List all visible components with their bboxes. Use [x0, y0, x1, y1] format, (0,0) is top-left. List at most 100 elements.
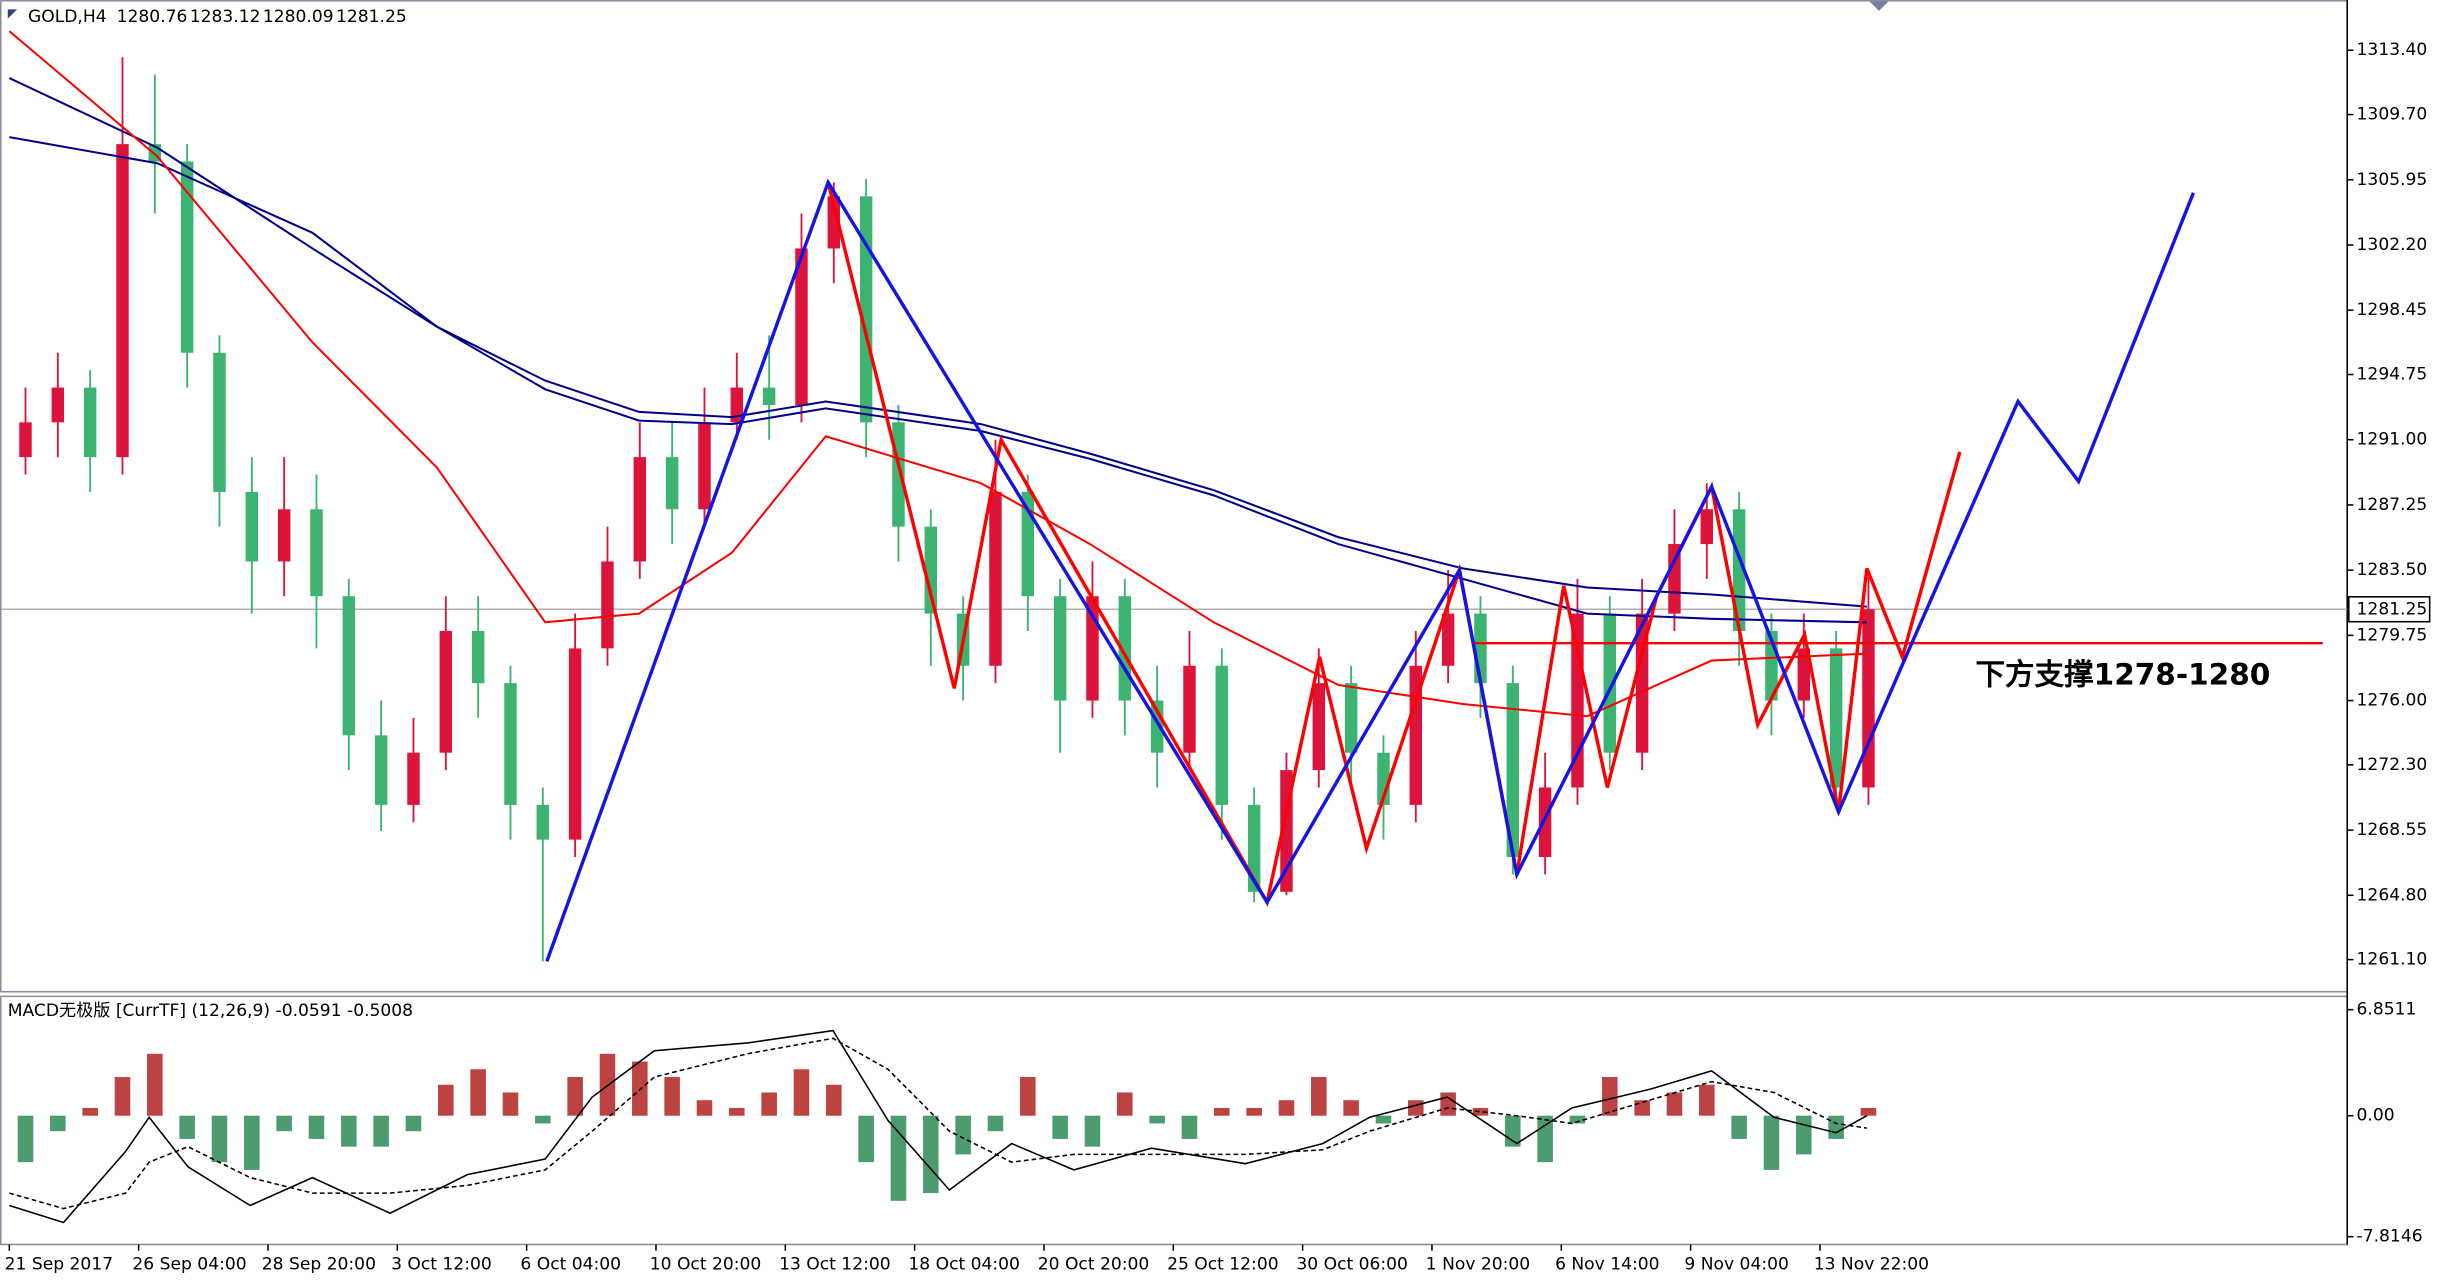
y-tick-label: 1283.50 [2357, 560, 2428, 580]
y-tick-label: 6.8511 [2357, 1000, 2417, 1020]
x-tick-label: 18 Oct 04:00 [908, 1255, 1020, 1275]
candle-body [1247, 804, 1261, 892]
macd-bar [17, 1115, 34, 1163]
macd-bar [858, 1115, 874, 1163]
candle-body [1603, 613, 1617, 753]
y-tick-label: 1279.75 [2357, 625, 2428, 645]
candle-body [504, 683, 517, 805]
macd-bar [373, 1115, 389, 1147]
candle-body [439, 630, 453, 753]
shift-marker [1869, 1, 1889, 11]
y-tick-label: 1268.55 [2357, 820, 2428, 840]
candle-body [827, 196, 841, 249]
x-tick-label: 13 Oct 12:00 [779, 1255, 891, 1275]
open-price: 1280.76 [117, 7, 188, 27]
y-tick-label: 1294.75 [2357, 365, 2428, 385]
x-tick-label: 3 Oct 12:00 [391, 1255, 492, 1275]
y-tick-label: 0.00 [2357, 1106, 2395, 1126]
current-price-box [2348, 596, 2431, 623]
macd-bar [276, 1115, 292, 1132]
macd-bar [1246, 1107, 1262, 1116]
x-tick-label: 9 Nov 04:00 [1684, 1255, 1788, 1275]
indicator-line [545, 178, 2195, 962]
indicator-line [9, 1037, 1867, 1210]
macd-bar [1828, 1115, 1844, 1139]
candle-body [180, 161, 194, 353]
macd-bar [179, 1115, 195, 1139]
macd-bar [1052, 1115, 1068, 1139]
candle-body [1732, 509, 1746, 631]
x-tick-label: 26 Sep 04:00 [132, 1255, 246, 1275]
macd-bar [50, 1115, 66, 1132]
candle-body [374, 735, 388, 805]
candle-body [1829, 648, 1843, 788]
indicator-line [8, 30, 1867, 718]
y-tick-label: 1302.20 [2357, 235, 2428, 255]
macd-bar [1472, 1107, 1489, 1116]
macd-bar [696, 1100, 713, 1116]
x-tick-label: 6 Nov 14:00 [1555, 1255, 1659, 1275]
candle-body [310, 509, 323, 597]
macd-bar [567, 1077, 583, 1116]
candle-body [1635, 613, 1649, 753]
candle-body [83, 387, 97, 458]
macd-bar [664, 1077, 680, 1116]
macd-bar [1537, 1115, 1553, 1163]
x-tick-label: 6 Oct 04:00 [520, 1255, 621, 1275]
candle-body [1441, 613, 1455, 666]
y-tick-label: 1276.00 [2357, 691, 2428, 711]
candle-body [633, 457, 647, 562]
macd-bar [923, 1115, 939, 1194]
candle-body [1506, 683, 1520, 858]
macd-bar [211, 1115, 228, 1163]
x-tick-label: 28 Sep 20:00 [262, 1255, 376, 1275]
macd-bar [890, 1115, 907, 1201]
candle-body [19, 422, 32, 458]
candle-body [1053, 596, 1067, 701]
y-tick-label: 1298.45 [2357, 300, 2428, 320]
candle-body [698, 422, 711, 510]
macd-bar [1278, 1100, 1295, 1116]
candle-body [1344, 683, 1358, 753]
macd-bar [82, 1107, 98, 1116]
candle-body [471, 630, 485, 684]
candle-body [859, 196, 873, 423]
macd-bar [1602, 1077, 1618, 1116]
macd-bar [1020, 1077, 1036, 1116]
macd-title: MACD无极版 [CurrTF] (12,26,9) -0.0591 -0.50… [8, 1001, 413, 1021]
candle-body [1312, 683, 1326, 771]
macd-bar [1214, 1107, 1230, 1116]
macd-bar [632, 1061, 648, 1116]
y-tick-label: -7.8146 [2357, 1227, 2423, 1247]
macd-bar [1343, 1100, 1359, 1116]
candle-body [1862, 609, 1875, 788]
macd-bar [438, 1084, 454, 1116]
macd-bar [1181, 1115, 1198, 1139]
macd-bar [1860, 1107, 1877, 1116]
macd-bar [244, 1115, 260, 1170]
x-tick-label: 25 Oct 12:00 [1167, 1255, 1279, 1275]
x-tick-label: 21 Sep 2017 [5, 1255, 113, 1275]
x-tick-label: 30 Oct 06:00 [1296, 1255, 1408, 1275]
candle-body [568, 648, 582, 840]
macd-bar [955, 1115, 971, 1155]
x-tick-label: 13 Nov 22:00 [1814, 1255, 1929, 1275]
candle-body [407, 752, 420, 805]
candle-body [1409, 665, 1423, 805]
macd-bar [535, 1115, 551, 1124]
candle-body [245, 491, 259, 562]
candle-body [989, 491, 1002, 666]
close-price: 1281.25 [336, 7, 407, 27]
macd-bar [147, 1053, 163, 1116]
y-tick-label: 1272.30 [2357, 755, 2428, 775]
candle-body [1538, 787, 1552, 858]
y-tick-label: 1313.40 [2357, 40, 2428, 60]
macd-bar [1731, 1115, 1747, 1139]
candle-body [892, 422, 905, 527]
y-tick-label: 1261.10 [2357, 950, 2428, 970]
low-price: 1280.09 [263, 7, 334, 27]
macd-bar [1796, 1115, 1812, 1155]
candle-body [730, 387, 744, 423]
